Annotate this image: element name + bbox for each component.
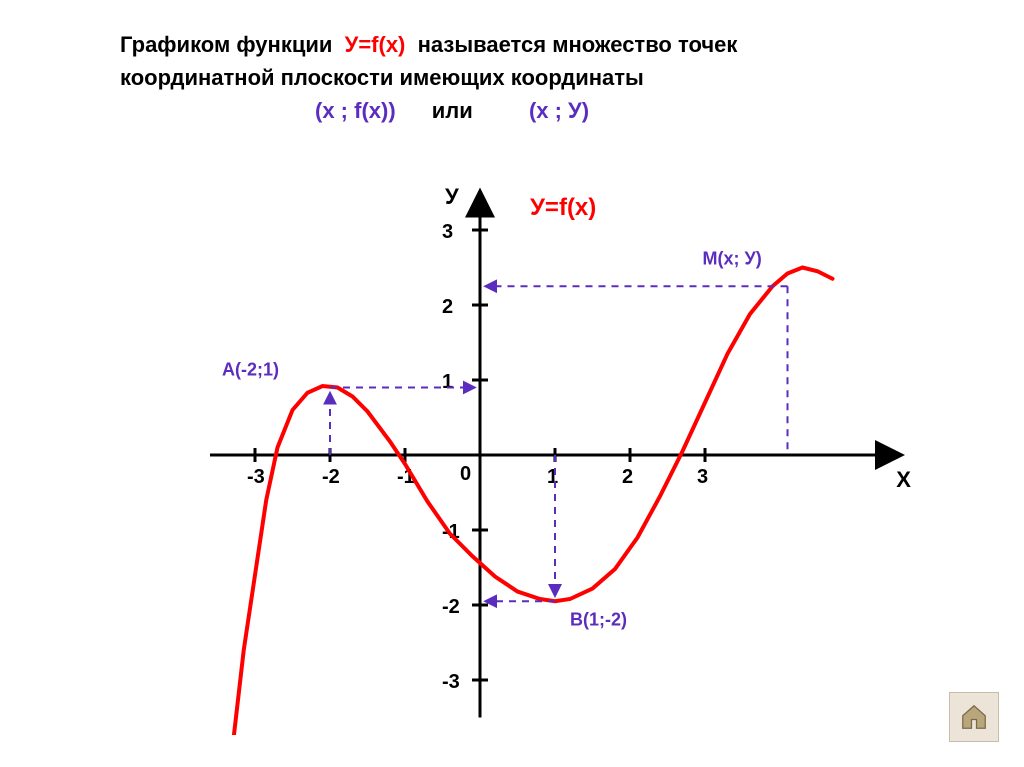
x-tick-label: 1 — [547, 466, 558, 488]
x-tick-label: -3 — [247, 466, 265, 488]
y-tick-label: -3 — [442, 671, 460, 693]
x-tick-label: -2 — [322, 466, 340, 488]
y-axis-label: У — [445, 184, 459, 209]
title-suffix: называется множество точек — [418, 32, 738, 57]
point-b-label: B(1;-2) — [570, 609, 627, 629]
function-graph: -3-2-1123-3-2-11230ХУУ=f(x)A(-2;1)B(1;-2… — [100, 165, 920, 735]
point-m-label: M(x; У) — [703, 248, 762, 268]
origin-label: 0 — [460, 463, 471, 485]
title-fn: У=f(x) — [345, 32, 406, 57]
function-curve — [225, 268, 833, 736]
home-icon[interactable] — [949, 692, 999, 742]
coord2: (x ; У) — [529, 98, 589, 123]
title-prefix: Графиком функции — [120, 32, 332, 57]
x-tick-label: 2 — [622, 466, 633, 488]
x-axis-label: Х — [896, 467, 911, 492]
y-tick-label: 2 — [442, 296, 453, 318]
x-tick-label: 3 — [697, 466, 708, 488]
y-tick-label: 3 — [442, 221, 453, 243]
fn-label: У=f(x) — [530, 194, 596, 221]
y-tick-label: 1 — [442, 371, 453, 393]
point-a-label: A(-2;1) — [222, 360, 279, 380]
coord-or: или — [432, 98, 473, 123]
title-line2: координатной плоскости имеющих координат… — [120, 63, 900, 94]
coord1: (x ; f(x)) — [315, 98, 396, 123]
y-tick-label: -2 — [442, 596, 460, 618]
